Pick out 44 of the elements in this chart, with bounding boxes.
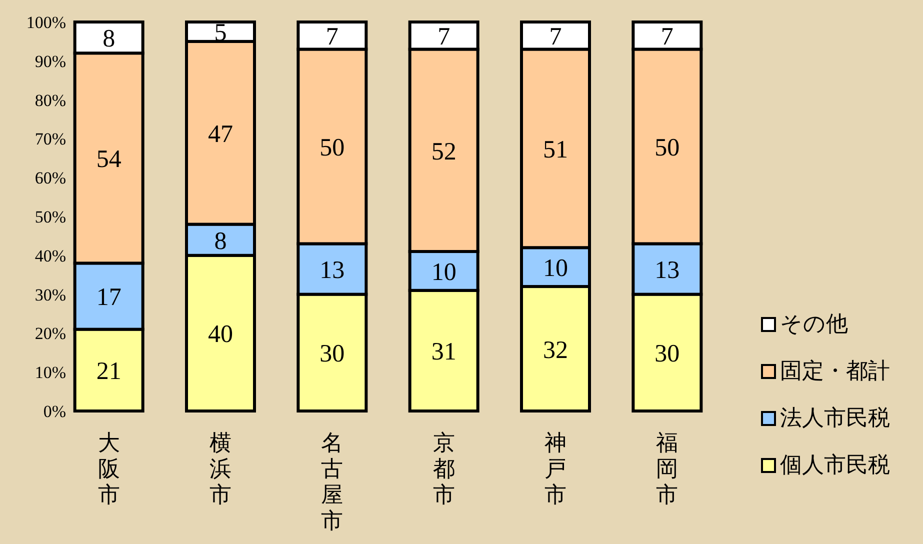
data-label: 54 (96, 146, 122, 174)
data-label: 50 (654, 134, 680, 162)
y-tick-label: 80% (34, 90, 66, 110)
data-label: 13 (320, 257, 345, 284)
x-tick-label: 名古屋市 (321, 430, 344, 533)
data-label: 13 (654, 257, 680, 284)
x-tick-label: 大阪市 (98, 430, 120, 507)
y-tick-label: 10% (34, 363, 66, 382)
data-label: 50 (320, 134, 345, 162)
data-label: 8 (102, 26, 116, 53)
y-tick-label: 50% (34, 208, 66, 226)
x-tick-label: 福岡市 (656, 430, 678, 507)
data-label: 7 (438, 24, 450, 51)
x-tick-label: 神戸市 (544, 430, 566, 507)
y-tick-label: 0% (43, 402, 66, 421)
y-tick-label: 40% (34, 246, 66, 266)
y-tick-label: 70% (34, 130, 66, 149)
data-label: 7 (549, 24, 562, 51)
data-label: 8 (214, 228, 227, 255)
data-label: 7 (326, 24, 338, 51)
data-label: 7 (660, 24, 674, 51)
data-label: 47 (208, 120, 233, 148)
data-label: 10 (431, 258, 456, 286)
data-label: 21 (96, 358, 122, 386)
data-label: 10 (543, 255, 568, 282)
x-tick-label: 京都市 (432, 430, 455, 507)
y-tick-label: 60% (34, 168, 66, 188)
legend-label: 固定・都計 (780, 358, 890, 383)
data-label: 32 (543, 336, 568, 364)
data-label: 51 (543, 136, 568, 164)
data-label: 17 (96, 284, 122, 312)
data-label: 52 (431, 138, 456, 166)
y-tick-label: 30% (34, 285, 66, 304)
y-tick-label: 20% (34, 324, 66, 344)
legend-label: 個人市民税 (780, 452, 890, 477)
x-tick-label: 横浜市 (210, 430, 232, 507)
data-label: 30 (654, 340, 680, 368)
y-tick-label: 90% (34, 52, 66, 71)
legend-label: その他 (780, 311, 848, 336)
data-label: 30 (320, 340, 345, 368)
legend-label: 法人市民税 (780, 405, 890, 430)
y-tick-label: 100% (26, 13, 66, 32)
data-label: 31 (431, 338, 456, 366)
data-label: 40 (208, 321, 233, 348)
